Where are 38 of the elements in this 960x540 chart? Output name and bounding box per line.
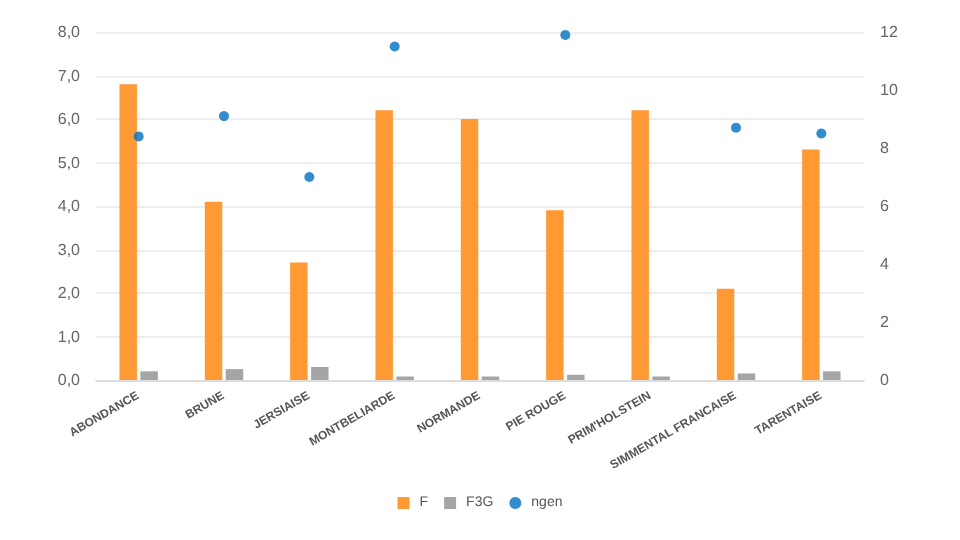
point bbox=[304, 172, 315, 182]
y-tick-label: 8,0 bbox=[57, 23, 82, 41]
bar bbox=[716, 288, 735, 380]
bar bbox=[311, 366, 329, 380]
point bbox=[560, 29, 571, 40]
bar bbox=[204, 201, 223, 380]
y-tick-label: 4,0 bbox=[57, 197, 82, 215]
y2-tick-label: 6 bbox=[880, 197, 890, 215]
bar bbox=[290, 262, 308, 380]
y-tick-label: 5,0 bbox=[57, 153, 82, 172]
y-tick-label: 6,0 bbox=[57, 110, 82, 128]
y-tick-label: 7,0 bbox=[57, 66, 82, 85]
bar bbox=[460, 119, 479, 380]
point bbox=[133, 131, 144, 142]
bar bbox=[225, 369, 244, 380]
y2-tick-label: 8 bbox=[880, 139, 890, 157]
bar bbox=[631, 110, 649, 380]
bar bbox=[802, 149, 820, 380]
y2-tick-label: 4 bbox=[880, 255, 890, 273]
y-tick-label: 0,0 bbox=[57, 371, 82, 389]
bar bbox=[140, 371, 158, 380]
y-tick-label: 3,0 bbox=[57, 240, 82, 259]
bar bbox=[567, 374, 585, 380]
bar bbox=[375, 110, 393, 380]
bar bbox=[546, 210, 564, 380]
bar bbox=[823, 371, 841, 380]
point bbox=[816, 128, 827, 139]
point bbox=[731, 122, 741, 133]
y2-tick-label: 10 bbox=[880, 81, 899, 99]
y2-tick-label: 0 bbox=[880, 371, 890, 389]
y2-tick-label: 2 bbox=[880, 313, 890, 331]
y-tick-label: 1,0 bbox=[57, 327, 82, 346]
bar bbox=[119, 84, 137, 380]
bar bbox=[737, 373, 756, 380]
y-tick-label: 2,0 bbox=[57, 284, 82, 302]
point bbox=[219, 111, 229, 122]
point bbox=[389, 41, 400, 52]
y2-tick-label: 12 bbox=[880, 23, 899, 41]
